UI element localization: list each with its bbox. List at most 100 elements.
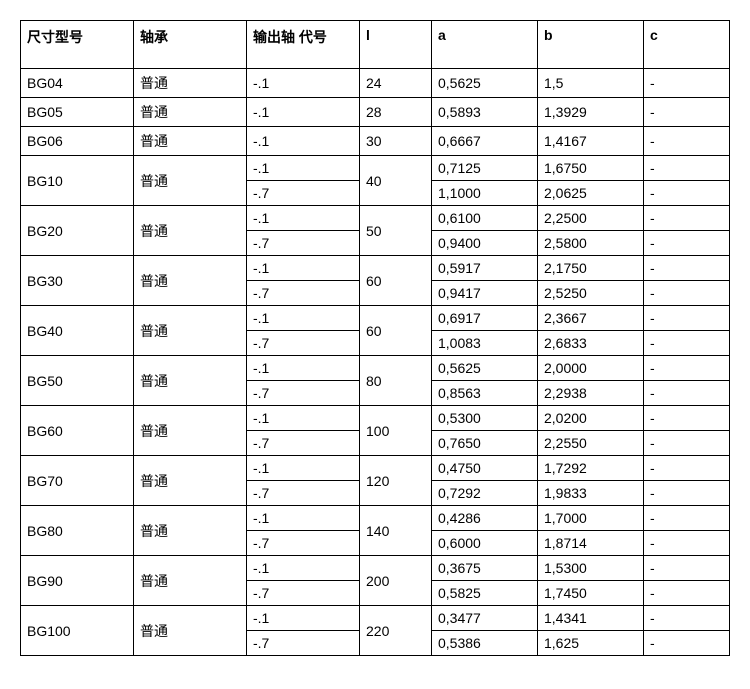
cell-output: -.1 [247,456,360,481]
cell-c: - [644,256,730,281]
cell-a: 0,4286 [432,506,538,531]
table-row: BG20普通-.1500,61002,2500- [21,206,730,231]
col-header-l: l [360,21,432,69]
cell-bearing: 普通 [134,206,247,256]
cell-a: 0,4750 [432,456,538,481]
cell-size: BG30 [21,256,134,306]
cell-a: 0,6667 [432,127,538,156]
cell-a: 0,5386 [432,631,538,656]
cell-b: 2,0200 [538,406,644,431]
cell-l: 100 [360,406,432,456]
cell-c: - [644,456,730,481]
cell-l: 24 [360,69,432,98]
cell-bearing: 普通 [134,356,247,406]
cell-output: -.1 [247,69,360,98]
cell-b: 1,8714 [538,531,644,556]
table-row: BG06普通-.1300,66671,4167- [21,127,730,156]
cell-a: 0,7650 [432,431,538,456]
cell-c: - [644,156,730,181]
col-header-size: 尺寸型号 [21,21,134,69]
cell-output: -.1 [247,556,360,581]
cell-b: 1,7292 [538,456,644,481]
col-header-b: b [538,21,644,69]
cell-l: 30 [360,127,432,156]
table-row: BG30普通-.1600,59172,1750- [21,256,730,281]
cell-a: 0,7125 [432,156,538,181]
table-body: BG04普通-.1240,56251,5-BG05普通-.1280,58931,… [21,69,730,656]
cell-bearing: 普通 [134,69,247,98]
cell-size: BG10 [21,156,134,206]
cell-b: 2,6833 [538,331,644,356]
cell-c: - [644,98,730,127]
cell-l: 120 [360,456,432,506]
cell-output: -.1 [247,98,360,127]
cell-b: 2,2500 [538,206,644,231]
cell-c: - [644,531,730,556]
cell-b: 2,2550 [538,431,644,456]
cell-size: BG20 [21,206,134,256]
table-row: BG10普通-.1400,71251,6750- [21,156,730,181]
cell-output: -.7 [247,581,360,606]
cell-a: 0,5300 [432,406,538,431]
cell-l: 200 [360,556,432,606]
cell-size: BG100 [21,606,134,656]
cell-output: -.7 [247,431,360,456]
cell-output: -.1 [247,406,360,431]
cell-bearing: 普通 [134,506,247,556]
cell-b: 1,3929 [538,98,644,127]
cell-size: BG40 [21,306,134,356]
cell-size: BG80 [21,506,134,556]
cell-output: -.7 [247,331,360,356]
table-row: BG90普通-.12000,36751,5300- [21,556,730,581]
cell-a: 0,5893 [432,98,538,127]
cell-c: - [644,406,730,431]
cell-c: - [644,331,730,356]
cell-b: 2,0625 [538,181,644,206]
cell-a: 0,8563 [432,381,538,406]
cell-c: - [644,606,730,631]
cell-c: - [644,631,730,656]
table-row: BG60普通-.11000,53002,0200- [21,406,730,431]
cell-b: 2,1750 [538,256,644,281]
cell-a: 0,5917 [432,256,538,281]
cell-output: -.1 [247,606,360,631]
cell-b: 2,0000 [538,356,644,381]
cell-bearing: 普通 [134,406,247,456]
cell-b: 1,5 [538,69,644,98]
cell-output: -.1 [247,156,360,181]
cell-b: 1,6750 [538,156,644,181]
cell-b: 1,4341 [538,606,644,631]
cell-l: 50 [360,206,432,256]
cell-c: - [644,481,730,506]
cell-c: - [644,181,730,206]
cell-b: 2,2938 [538,381,644,406]
cell-output: -.7 [247,181,360,206]
cell-l: 40 [360,156,432,206]
cell-c: - [644,306,730,331]
cell-c: - [644,127,730,156]
cell-bearing: 普通 [134,306,247,356]
cell-size: BG50 [21,356,134,406]
cell-size: BG04 [21,69,134,98]
cell-output: -.7 [247,481,360,506]
cell-b: 2,3667 [538,306,644,331]
col-header-a: a [432,21,538,69]
cell-a: 0,5825 [432,581,538,606]
cell-output: -.1 [247,256,360,281]
cell-output: -.1 [247,306,360,331]
cell-output: -.7 [247,231,360,256]
cell-bearing: 普通 [134,156,247,206]
cell-b: 1,4167 [538,127,644,156]
col-header-c: c [644,21,730,69]
cell-a: 0,9417 [432,281,538,306]
cell-bearing: 普通 [134,456,247,506]
table-row: BG100普通-.12200,34771,4341- [21,606,730,631]
cell-size: BG06 [21,127,134,156]
cell-a: 0,6000 [432,531,538,556]
cell-c: - [644,69,730,98]
cell-b: 1,9833 [538,481,644,506]
table-row: BG70普通-.11200,47501,7292- [21,456,730,481]
cell-size: BG90 [21,556,134,606]
cell-c: - [644,506,730,531]
cell-a: 0,3675 [432,556,538,581]
